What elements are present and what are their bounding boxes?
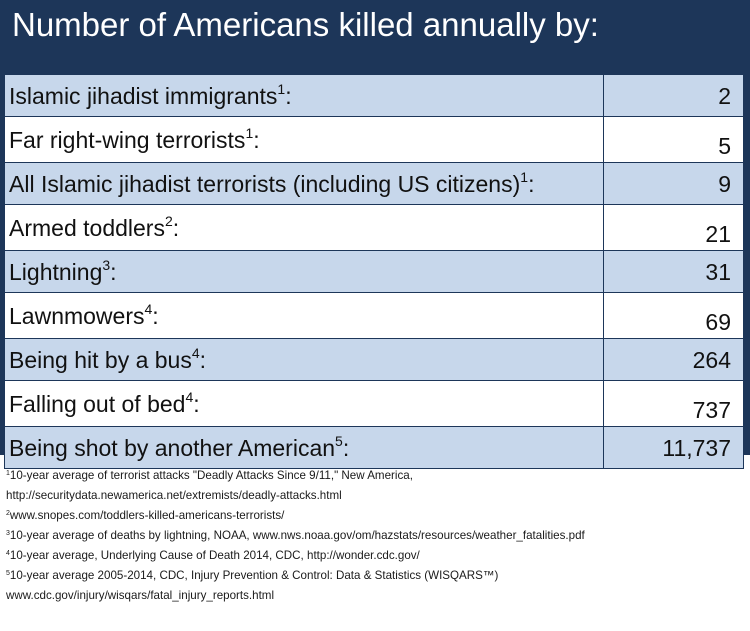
footnote-line: 510-year average 2005-2014, CDC, Injury …: [6, 566, 744, 586]
label-colon: :: [193, 390, 200, 417]
row-label: Being hit by a bus: [9, 346, 192, 373]
label-colon: :: [285, 82, 292, 109]
footnote-line: http://securitydata.newamerica.net/extre…: [6, 486, 744, 506]
table-row: Being hit by a bus4: 264: [4, 338, 744, 381]
row-label-cell: Lawnmowers4:: [4, 292, 604, 339]
row-label: All Islamic jihadist terrorists (includi…: [9, 170, 521, 197]
footnote-text: 10-year average of terrorist attacks "De…: [9, 469, 413, 482]
footnote-text: 10-year average of deaths by lightning, …: [9, 529, 585, 542]
row-label: Lightning: [9, 258, 103, 285]
footnote-number: 2: [6, 510, 10, 517]
label-colon: :: [199, 346, 207, 373]
label-colon: :: [342, 434, 350, 461]
table-row: Islamic jihadist immigrants1: 2: [4, 74, 744, 117]
footnotes: 110-year average of terrorist attacks "D…: [6, 466, 744, 606]
row-label: Falling out of bed: [9, 390, 186, 417]
table-row: Lawnmowers4: 69: [4, 292, 744, 339]
row-label: Islamic jihadist immigrants: [9, 82, 278, 109]
footnote-line: 2www.snopes.com/toddlers-killed-american…: [6, 506, 744, 526]
row-label: Armed toddlers: [9, 214, 165, 241]
table-row: Being shot by another American5: 11,737: [4, 426, 744, 469]
table-row: Falling out of bed4: 737: [4, 380, 744, 427]
data-table: Islamic jihadist immigrants1: 2 Far right-…: [4, 74, 744, 469]
row-label-cell: Being hit by a bus4:: [4, 338, 604, 381]
footnote-line: www.cdc.gov/injury/wisqars/fatal_injury_…: [6, 586, 744, 606]
footnote-ref: 2: [164, 212, 173, 229]
row-label-cell: All Islamic jihadist terrorists (includi…: [4, 162, 604, 205]
page-title: Number of Americans killed annually by:: [12, 6, 599, 43]
row-label-cell: Being shot by another American5:: [4, 426, 604, 469]
row-label-cell: Armed toddlers2:: [4, 204, 604, 251]
row-value: 264: [603, 338, 744, 381]
table-row: Far right-wing terrorists1: 5: [4, 116, 744, 163]
footnote-number: 1: [6, 470, 10, 477]
row-label-cell: Far right-wing terrorists1:: [4, 116, 604, 163]
row-value: 21: [603, 204, 744, 251]
table-body: Islamic jihadist immigrants1: 2 Far right-…: [4, 74, 744, 469]
row-value: 31: [603, 250, 744, 293]
row-value: 5: [603, 116, 744, 163]
footnote-text: http://securitydata.newamerica.net/extre…: [6, 489, 342, 502]
row-label: Lawnmowers: [9, 302, 145, 329]
label-colon: :: [528, 170, 535, 197]
footnote-number: 3: [6, 530, 10, 537]
row-label-cell: Islamic jihadist immigrants1:: [4, 74, 604, 117]
frame-border-left: [0, 0, 6, 455]
footnote-ref: 1: [277, 80, 286, 97]
row-value: 69: [603, 292, 744, 339]
table-row: Armed toddlers2: 21: [4, 204, 744, 251]
footnote-ref: 4: [185, 388, 194, 405]
footnote-text: www.cdc.gov/injury/wisqars/fatal_injury_…: [6, 589, 275, 602]
row-value: 11,737: [603, 426, 744, 469]
footnote-ref: 5: [335, 432, 343, 449]
label-colon: :: [152, 302, 159, 329]
footnote-ref: 4: [144, 300, 153, 317]
footnote-line: 410-year average, Underlying Cause of De…: [6, 546, 744, 566]
row-value: 9: [603, 162, 744, 205]
row-label-cell: Falling out of bed4:: [4, 380, 604, 427]
header-banner: Number of Americans killed annually by:: [0, 0, 750, 74]
footnote-number: 5: [6, 570, 10, 577]
table-row: All Islamic jihadist terrorists (includi…: [4, 162, 744, 205]
footnote-number: 4: [6, 550, 10, 557]
footnote-ref: 3: [102, 256, 111, 273]
footnote-text: 10-year average, Underlying Cause of Dea…: [9, 549, 420, 562]
footnote-text: www.snopes.com/toddlers-killed-americans…: [9, 509, 285, 522]
table-row: Lightning3: 31: [4, 250, 744, 293]
footnote-line: 110-year average of terrorist attacks "D…: [6, 466, 744, 486]
row-value: 737: [603, 380, 744, 427]
label-colon: :: [253, 126, 260, 153]
footnote-ref: 1: [520, 168, 529, 185]
label-colon: :: [110, 258, 117, 285]
footnote-ref: 1: [245, 124, 254, 141]
frame-border-right: [744, 0, 750, 455]
label-colon: :: [172, 214, 180, 241]
footnote-line: 310-year average of deaths by lightning,…: [6, 526, 744, 546]
row-label: Far right-wing terrorists: [9, 126, 246, 153]
footnote-ref: 4: [191, 344, 200, 361]
footnote-text: 10-year average 2005-2014, CDC, Injury P…: [9, 569, 499, 582]
row-label: Being shot by another American: [9, 434, 336, 461]
row-value: 2: [603, 74, 744, 117]
row-label-cell: Lightning3:: [4, 250, 604, 293]
